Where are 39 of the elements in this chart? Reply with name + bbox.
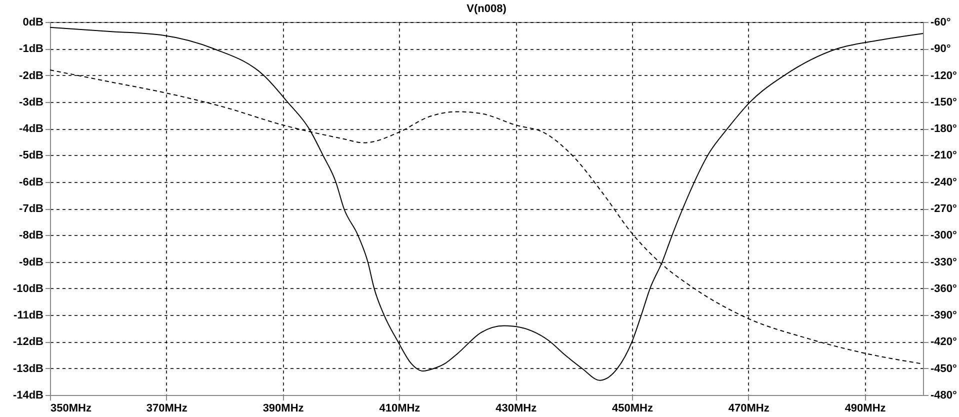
y-tick-label: -8dB (19, 230, 44, 242)
y2-tick-label: -360° (930, 282, 957, 295)
y2-tick-label: -480° (930, 390, 957, 402)
x-tick-label: 470MHz (728, 402, 770, 414)
y2-tick-label: -390° (930, 310, 957, 322)
x-tick-label: 370MHz (146, 402, 188, 414)
y2-tick-label: -300° (930, 230, 957, 242)
x-tick-label: 490MHz (844, 402, 886, 414)
y-tick-label: -3dB (19, 96, 44, 108)
y2-tick-label: -450° (930, 362, 957, 375)
y2-tick-label: -60° (930, 16, 951, 28)
x-tick-label: 430MHz (496, 402, 538, 414)
y-tick-label: -11dB (14, 310, 44, 322)
y2-tick-label: -270° (930, 203, 957, 215)
y-tick-label: -5dB (19, 150, 44, 162)
y-tick-label: -12dB (12, 336, 44, 348)
y-tick-label: 0dB (22, 16, 44, 28)
y2-tick-label: -90° (930, 43, 951, 56)
x-tick-label: 390MHz (262, 402, 304, 414)
x-tick-label: 450MHz (612, 402, 654, 414)
y-tick-label: -1dB (19, 43, 44, 56)
y2-tick-label: -150° (930, 96, 957, 108)
chart-title: V(n008) (466, 3, 507, 15)
x-tick-label: 350MHz (50, 402, 92, 414)
y-tick-label: -6dB (19, 176, 44, 188)
y2-tick-label: -210° (930, 150, 957, 162)
y2-tick-label: -120° (930, 70, 957, 82)
y2-tick-label: -330° (930, 256, 957, 268)
y-tick-label: -9dB (19, 256, 44, 268)
y-tick-label: -4dB (19, 123, 44, 136)
y2-tick-label: -180° (930, 123, 957, 136)
y-tick-label: -7dB (19, 203, 44, 215)
y2-tick-label: -240° (930, 176, 957, 188)
y-tick-label: -13dB (12, 362, 44, 375)
y2-tick-label: -420° (930, 336, 957, 348)
y-tick-label: -2dB (19, 70, 44, 82)
x-tick-label: 410MHz (379, 402, 421, 414)
y-tick-label: -10dB (12, 282, 44, 295)
y-tick-label: -14dB (12, 390, 44, 402)
